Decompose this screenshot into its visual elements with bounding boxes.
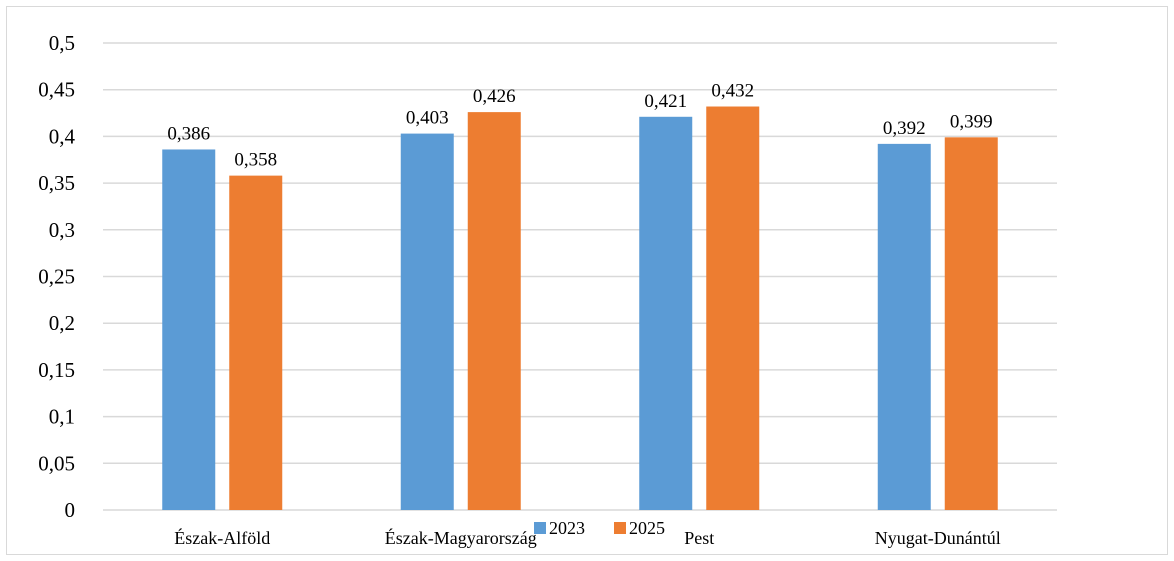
x-category-label: Észak-Alföld <box>174 527 270 548</box>
bar-2025 <box>467 112 521 510</box>
x-category-label: Nyugat-Dunántúl <box>875 528 1001 548</box>
y-tick-label: 0,1 <box>49 405 75 429</box>
y-tick-label: 0,35 <box>38 171 75 195</box>
data-label: 0,421 <box>644 91 687 112</box>
x-axis-category-labels: Észak-Alföld Észak-Magyarország Pest Nyugat… <box>174 527 1000 548</box>
legend-swatch-2025 <box>614 522 626 534</box>
data-label: 0,358 <box>234 150 277 171</box>
legend-swatch-2023 <box>534 522 546 534</box>
data-label: 0,426 <box>473 86 516 107</box>
legend-label: 2025 <box>629 518 665 538</box>
bar-2023 <box>639 116 693 510</box>
y-tick-label: 0,4 <box>49 124 76 148</box>
bar-2023 <box>400 133 454 510</box>
data-labels: 0,386 0,358 0,403 0,426 0,421 0,432 0,392 0,399 <box>167 81 992 171</box>
y-tick-label: 0,25 <box>38 265 75 289</box>
y-tick-label: 0,5 <box>49 31 75 55</box>
y-tick-label: 0,3 <box>49 218 75 242</box>
y-tick-label: 0,45 <box>38 78 75 102</box>
data-label: 0,392 <box>883 118 926 139</box>
bar-2025 <box>944 137 998 511</box>
y-tick-label: 0,05 <box>38 451 75 475</box>
bars <box>162 106 998 511</box>
bar-2025 <box>706 106 760 511</box>
chart-frame: 0 0,05 0,1 0,15 0,2 0,25 0,3 0,35 0,4 0,45 0,5 0,3… <box>6 6 1168 555</box>
bar-2025 <box>229 175 283 511</box>
bar-2023 <box>162 149 216 510</box>
legend: 2023 2025 <box>534 518 665 538</box>
data-label: 0,403 <box>406 108 449 129</box>
x-category-label: Észak-Magyarország <box>385 527 537 548</box>
y-tick-label: 0,2 <box>49 311 75 335</box>
x-category-label: Pest <box>684 528 714 548</box>
legend-label: 2023 <box>549 518 585 538</box>
bar-2023 <box>877 143 931 510</box>
y-axis-tick-labels: 0 0,05 0,1 0,15 0,2 0,25 0,3 0,35 0,4 0,45 0,5 <box>38 31 75 522</box>
data-label: 0,399 <box>950 111 993 132</box>
data-label: 0,432 <box>711 81 754 102</box>
y-tick-label: 0,15 <box>38 358 75 382</box>
bar-chart: 0 0,05 0,1 0,15 0,2 0,25 0,3 0,35 0,4 0,45 0,5 0,3… <box>38 31 1057 548</box>
y-tick-label: 0 <box>65 498 76 522</box>
data-label: 0,386 <box>167 123 210 144</box>
